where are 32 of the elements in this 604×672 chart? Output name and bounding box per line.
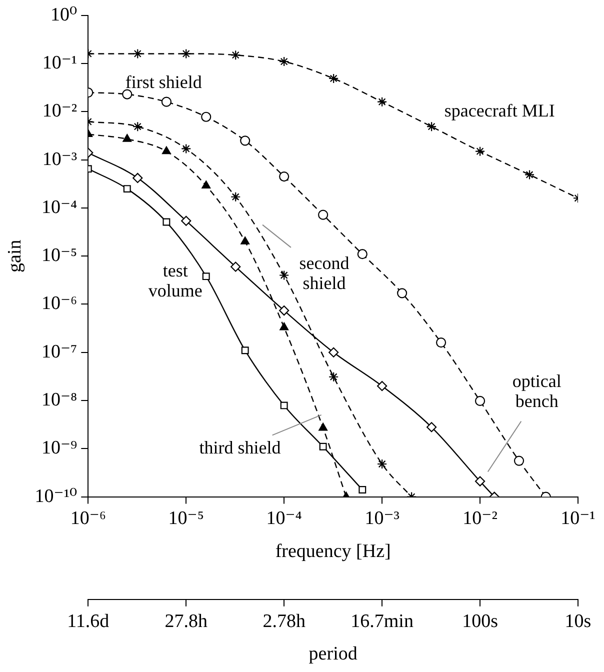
y-tick-label: 10⁻⁶ xyxy=(41,293,78,314)
series-label: test volume xyxy=(148,260,202,300)
y-axis-title: gain xyxy=(4,239,26,272)
y-tick-label: 10⁻⁵ xyxy=(41,245,78,266)
x-tick-label: 10⁻⁵ xyxy=(168,508,204,530)
text: 100s xyxy=(462,610,498,632)
y-tick-label: 10⁻² xyxy=(42,100,78,122)
x-tick-label: 10⁻¹ xyxy=(560,508,596,530)
text: 16.7min xyxy=(350,610,414,632)
text: optical bench xyxy=(512,371,562,412)
series-label: second shield xyxy=(299,253,350,294)
text: 27.8h xyxy=(164,610,208,632)
y-tick-label: 10⁻³ xyxy=(42,148,78,170)
series-label: spacecraft MLI xyxy=(444,100,555,120)
x2-axis-title: period xyxy=(308,644,358,665)
text: third shield xyxy=(199,437,281,458)
y-tick-label: 10⁻⁹ xyxy=(41,438,78,459)
y-tick-label: 10⁻⁴ xyxy=(41,196,78,218)
y-tick-label: 10⁻¹ xyxy=(42,52,78,74)
text: 11.6d xyxy=(67,610,110,632)
y-tick-label: 10⁻¹⁰ xyxy=(34,486,78,507)
x-tick-label: 10⁻² xyxy=(462,508,498,530)
x-tick-label: 10⁻⁶ xyxy=(70,508,106,530)
x-tick-label: 10⁻⁴ xyxy=(266,508,302,530)
series-label: first shield xyxy=(125,72,202,92)
x-axis-title: frequency [Hz] xyxy=(275,540,391,562)
y-tick-label: 10⁻⁸ xyxy=(41,390,78,411)
text: 10s xyxy=(564,610,592,632)
text: 2.78h xyxy=(262,610,306,632)
y-tick-label: 10⁻⁷ xyxy=(41,341,78,362)
y-tick-label: 10⁰ xyxy=(50,4,78,26)
x-tick-label: 10⁻³ xyxy=(364,508,400,530)
